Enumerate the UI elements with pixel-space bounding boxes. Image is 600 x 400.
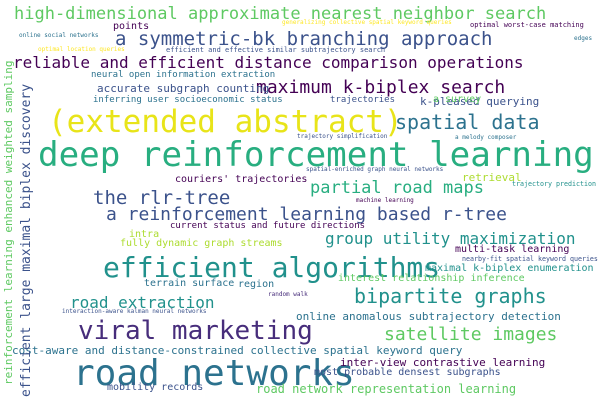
word-dynamic-graph-streams: fully dynamic graph streams (120, 238, 283, 249)
word-spatial-data: spatial data (395, 110, 540, 134)
word-points: points (113, 21, 150, 32)
word-intra: intra (129, 229, 160, 240)
word-generalizing-cskq: generalizing collective spatial keyword … (282, 19, 452, 26)
word-k-biplex-enumeration: maximal k-biplex enumeration (425, 263, 594, 274)
word-trajectories: trajectories (330, 95, 396, 105)
word-trajectory-simplification: trajectory simplification (297, 133, 388, 140)
word-partial-road-maps: partial road maps (310, 178, 484, 198)
word-random-walk: random walk (268, 291, 308, 298)
word-cost-aware-cskq: cost-aware and distance-constrained coll… (12, 344, 463, 357)
word-melody-composer: a melody composer (455, 134, 517, 141)
word-densest-subgraphs: most probable densest subgraphs (314, 367, 501, 378)
word-current-status: current status and future directions (170, 221, 366, 231)
word-machine-learning: machine learning (356, 197, 414, 204)
word-trajectory-prediction: trajectory prediction (512, 180, 596, 188)
word-region: region (238, 279, 275, 290)
word-inter-view-contrastive: inter-view contrastive learning (340, 356, 546, 369)
word-mobility-records: mobility records (107, 382, 204, 393)
word-viral-marketing: viral marketing (78, 316, 313, 346)
word-nearby-fit-queries: nearby-fit spatial keyword queries (462, 255, 598, 263)
word-anomalous-subtrajectory: online anomalous subtrajectory detection (296, 310, 561, 323)
word-interest-relationship: interest relationship inference (338, 273, 525, 284)
word-maximal-biplex-discovery: efficient large maximal biplex discovery (19, 83, 34, 397)
word-a-survey: a survey (433, 94, 482, 105)
word-rl-weighted-sampling: reinforcement learning enhanced weighted… (2, 60, 15, 385)
word-rl-based-r-tree: a reinforcement learning based r-tree (106, 204, 507, 225)
word-the-rlr-tree: the rlr-tree (93, 187, 231, 209)
word-extended-abstract: (extended abstract) (48, 104, 403, 140)
word-deep-reinforcement-learning: deep reinforcement learning (38, 135, 594, 175)
word-road-extraction: road extraction (70, 293, 215, 312)
word-couriers-trajectories: couriers' trajectories (175, 174, 308, 185)
word-efficient-algorithms: efficient algorithms (103, 251, 441, 284)
word-edges: edges (574, 35, 593, 42)
word-optimal-location-queries: optimal location queries (38, 46, 125, 53)
word-kalman-neural-networks: interaction-aware kalman neural networks (62, 308, 207, 315)
word-spatial-enriched-gnn: spatial-enriched graph neural networks (306, 166, 444, 173)
word-satellite-images: satellite images (384, 324, 558, 345)
word-subgraph-counting: accurate subgraph counting (97, 82, 270, 95)
word-road-network-representation: road network representation learning (256, 382, 517, 396)
word-online-social-networks: online social networks (19, 32, 99, 39)
word-retrieval: retrieval (462, 171, 522, 184)
word-multi-task-learning: multi-task learning (455, 244, 570, 255)
word-bipartite-graphs: bipartite graphs (354, 284, 547, 308)
word-symmetric-bk-branching: a symmetric-bk branching approach (115, 28, 493, 50)
word-high-dimensional-anns: high-dimensional approximate nearest nei… (14, 4, 547, 24)
word-neural-open-ie: neural open information extraction (91, 70, 276, 80)
word-socioeconomic-status: inferring user socioeconomic status (93, 95, 283, 105)
word-similar-subtrajectory: efficient and effective similar subtraje… (166, 46, 386, 54)
word-distance-comparison: reliable and efficient distance comparis… (13, 53, 524, 72)
word-group-utility: group utility maximization (325, 229, 576, 248)
word-optimal-worst-case-matching: optimal worst-case matching (470, 21, 584, 29)
word-terrain-surface: terrain surface (144, 278, 235, 289)
word-k-pleased-querying: k-pleased querying (420, 95, 540, 108)
word-road-networks: road networks (73, 353, 355, 394)
word-maximum-k-biplex-search: maximum k-biplex search (256, 77, 506, 98)
